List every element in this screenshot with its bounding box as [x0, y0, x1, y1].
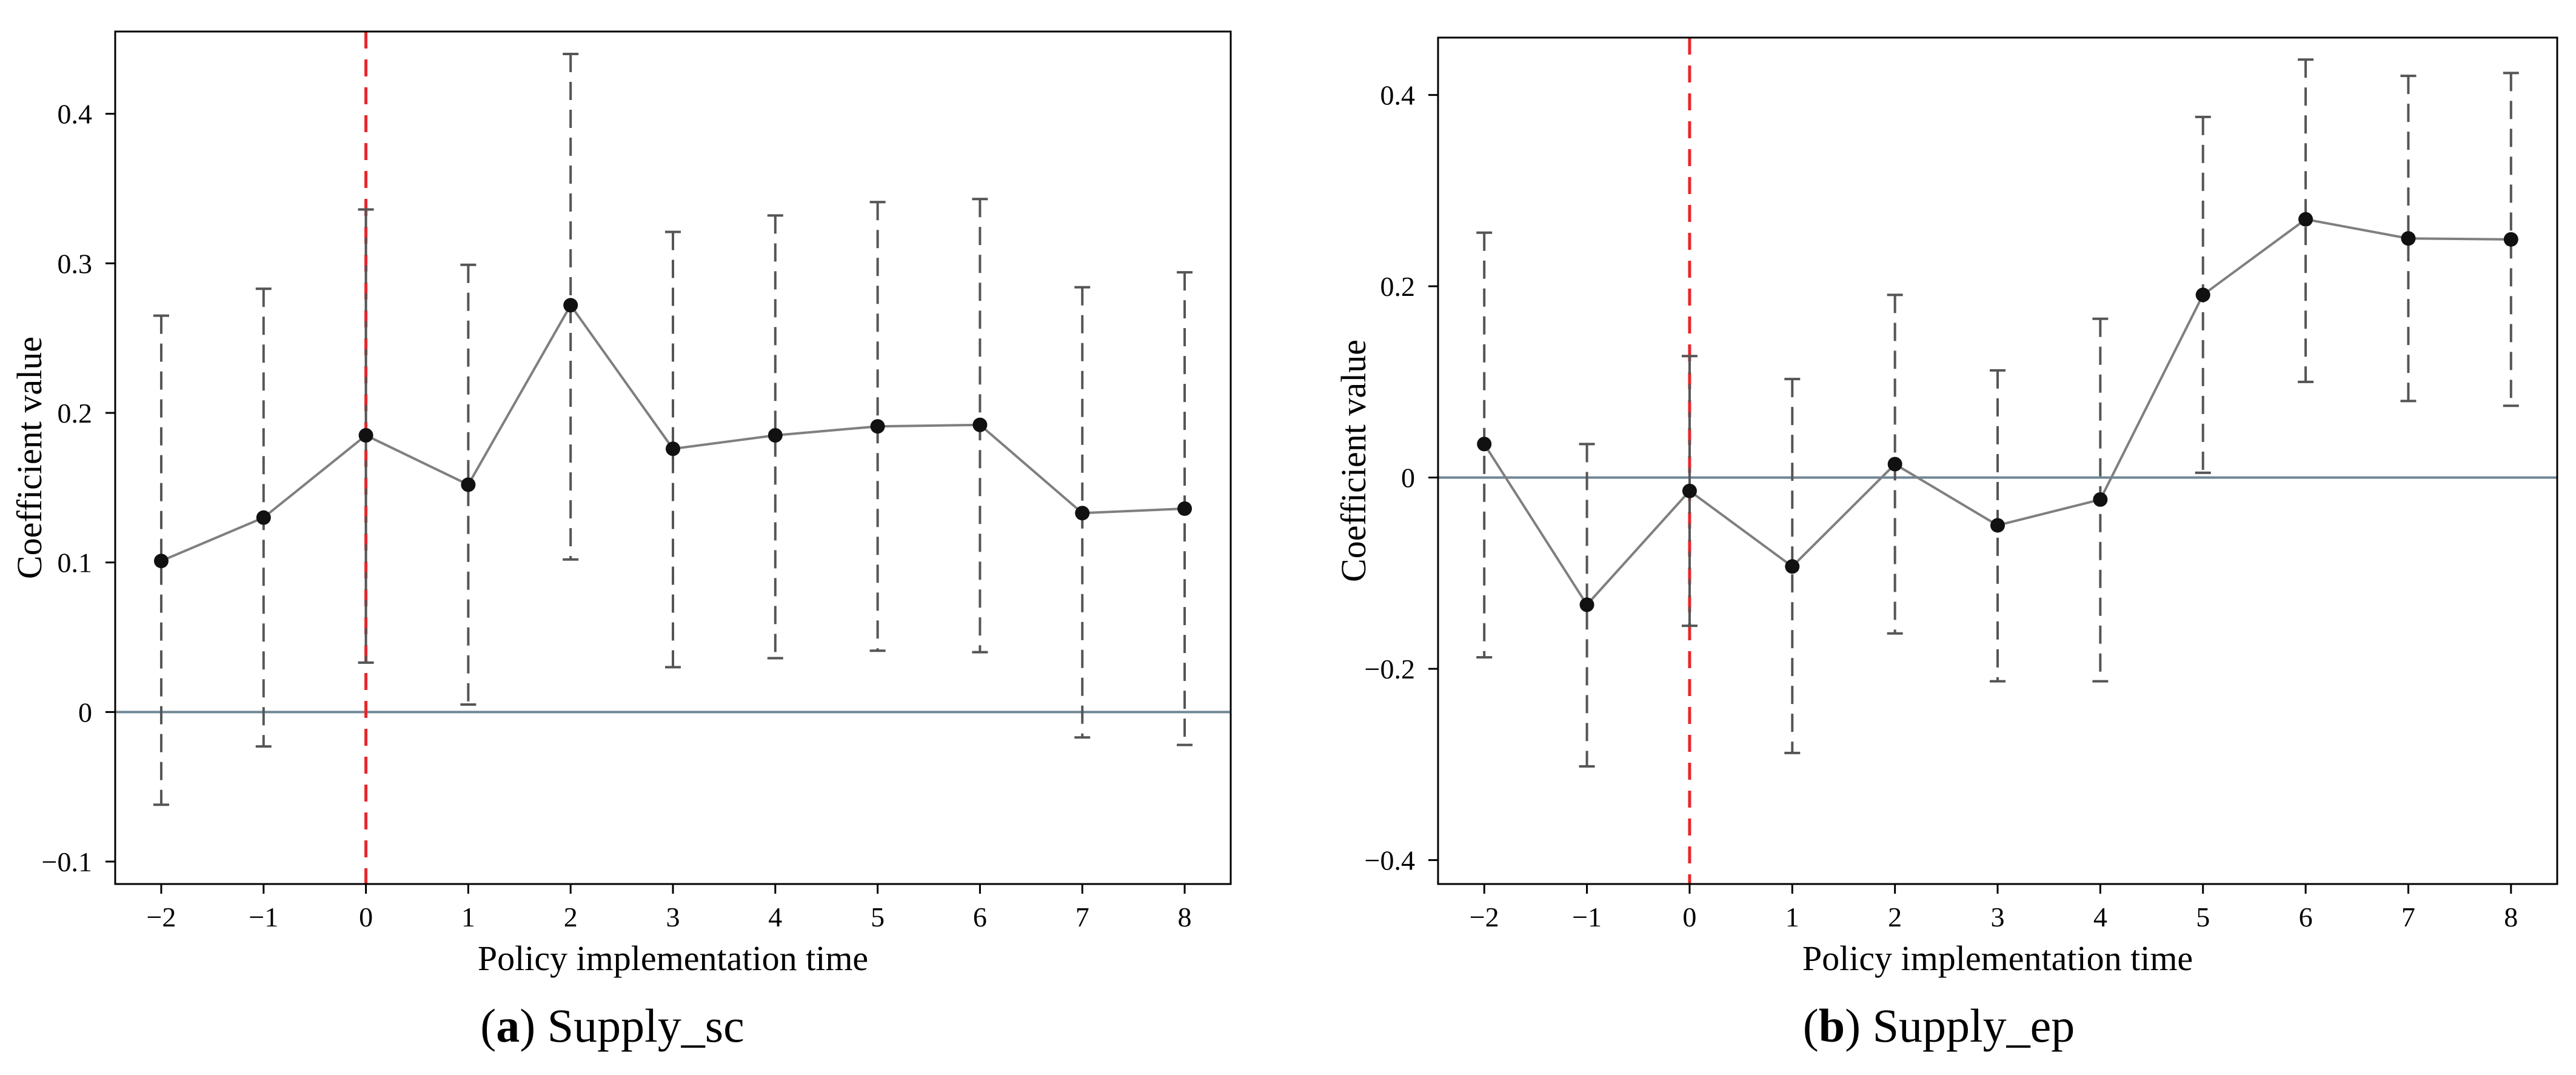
- x-tick-label: 2: [1888, 902, 1902, 933]
- x-tick-label: 4: [2093, 902, 2107, 933]
- data-point: [666, 441, 680, 457]
- data-point: [768, 428, 783, 443]
- x-tick-label: 3: [1991, 902, 2005, 933]
- data-point: [2503, 232, 2518, 247]
- y-tick-label: 0.4: [1380, 80, 1416, 111]
- panel-a: −2 −1 0 1 2 3 4 5 6 7 8 −0.1 0 0.1 0.2 0.3 0.4 Policy i…: [10, 30, 1232, 1052]
- ci-bars: [1476, 58, 2519, 768]
- data-point: [1887, 457, 1902, 472]
- y-tick-label: −0.1: [42, 846, 92, 877]
- x-tick-label: 6: [973, 902, 987, 933]
- data-point: [256, 510, 271, 525]
- caption-letter: a: [496, 999, 520, 1052]
- y-tick-label: 0.2: [1380, 271, 1416, 302]
- y-tick-label: 0.4: [58, 99, 93, 130]
- data-point: [358, 428, 373, 443]
- x-tick-label: 5: [871, 902, 885, 933]
- panel-a-caption: (a) Supply_sc: [480, 999, 744, 1052]
- caption-letter: b: [1819, 999, 1845, 1052]
- x-tick-label: 3: [666, 902, 680, 933]
- data-point: [1075, 506, 1090, 521]
- x-tick-label: −2: [1470, 902, 1499, 933]
- data-point: [1785, 559, 1800, 574]
- data-point: [461, 477, 476, 492]
- data-point: [1682, 483, 1697, 498]
- data-point: [1177, 501, 1193, 516]
- series-points: [153, 298, 1193, 569]
- data-point: [1990, 518, 2005, 533]
- y-tick-label: −0.4: [1365, 845, 1415, 876]
- x-axis: −2 −1 0 1 2 3 4 5 6 7 8: [146, 884, 1192, 933]
- x-tick-label: 8: [1178, 902, 1192, 933]
- y-tick-label: 0: [1401, 463, 1415, 494]
- x-tick-label: 1: [1785, 902, 1799, 933]
- x-tick-label: 0: [359, 902, 373, 933]
- data-point: [153, 554, 169, 569]
- data-point: [1579, 597, 1594, 612]
- y-axis: −0.1 0 0.1 0.2 0.3 0.4: [42, 99, 115, 877]
- caption-text: Supply_ep: [1861, 999, 2075, 1052]
- panel-b-caption: (b) Supply_ep: [1803, 999, 2075, 1052]
- x-tick-label: −2: [146, 902, 176, 933]
- data-point: [2093, 492, 2108, 507]
- x-axis-label: Policy implementation time: [1802, 939, 2193, 978]
- data-point: [1477, 437, 1492, 452]
- x-tick-label: 6: [2299, 902, 2313, 933]
- x-axis: −2 −1 0 1 2 3 4 5 6 7 8: [1470, 884, 2518, 933]
- data-point: [870, 419, 885, 434]
- data-point: [563, 298, 578, 313]
- data-point: [2195, 287, 2210, 303]
- data-point: [972, 417, 988, 432]
- x-tick-label: 8: [2504, 902, 2518, 933]
- x-tick-label: 7: [2401, 902, 2415, 933]
- x-tick-label: −1: [249, 902, 278, 933]
- ci-bars: [153, 53, 1193, 806]
- panel-b: −2 −1 0 1 2 3 4 5 6 7 8 −0.4 −0.2 0 0.2 0.4 Policy imp…: [1334, 36, 2558, 1052]
- x-tick-label: 5: [2196, 902, 2210, 933]
- x-tick-label: 2: [564, 902, 578, 933]
- x-tick-label: 0: [1682, 902, 1696, 933]
- y-axis: −0.4 −0.2 0 0.2 0.4: [1365, 80, 1438, 876]
- x-tick-label: −1: [1572, 902, 1602, 933]
- y-tick-label: 0.3: [58, 248, 93, 279]
- x-axis-label: Policy implementation time: [478, 939, 868, 978]
- x-tick-label: 4: [768, 902, 782, 933]
- series-points: [1477, 212, 2518, 612]
- x-tick-label: 1: [461, 902, 475, 933]
- y-tick-label: 0.1: [58, 548, 93, 578]
- y-tick-label: −0.2: [1365, 654, 1415, 685]
- y-axis-label: Coefficient value: [1334, 340, 1373, 582]
- y-axis-label: Coefficient value: [10, 337, 49, 579]
- y-tick-label: 0.2: [58, 398, 93, 429]
- y-tick-label: 0: [78, 697, 92, 728]
- data-point: [2298, 212, 2313, 227]
- caption-text: Supply_sc: [535, 999, 744, 1052]
- data-point: [2401, 231, 2416, 246]
- x-tick-label: 7: [1076, 902, 1089, 933]
